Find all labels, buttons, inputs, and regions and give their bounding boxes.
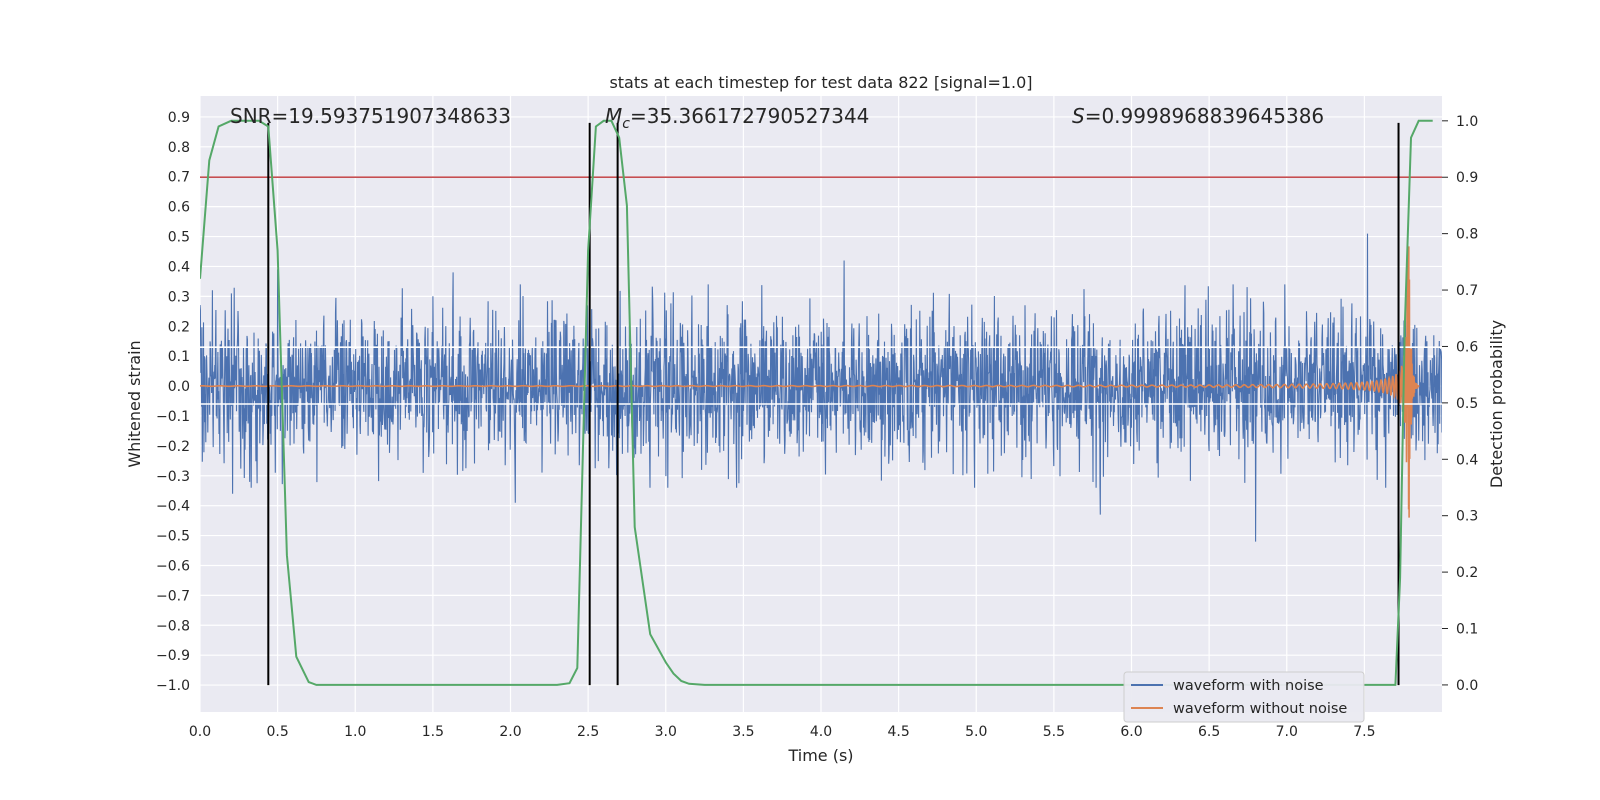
y2-tick-label: 0.8: [1456, 227, 1478, 243]
y-tick-label: −0.5: [156, 529, 190, 545]
x-tick-label: 0.0: [189, 724, 211, 740]
x-axis-label: Time (s): [787, 746, 853, 765]
chirp-mass-value: =35.366172790527344: [630, 104, 869, 128]
y-tick-label: −0.2: [156, 439, 190, 455]
x-tick-label: 4.5: [887, 724, 909, 740]
y-tick-label: −0.9: [156, 648, 190, 664]
y2-tick-label: 0.3: [1456, 509, 1478, 525]
x-tick-label: 1.5: [422, 724, 444, 740]
y-tick-label: 0.9: [168, 110, 190, 126]
x-tick-label: 6.0: [1120, 724, 1142, 740]
x-axis-ticks: 0.0 0.5 1.0 1.5 2.0 2.5 3.0 3.5 4.0 4.5 5.0 5.5 6.0 6…: [189, 724, 1376, 740]
y-tick-label: 0.7: [168, 170, 190, 186]
waveform-without-noise-line: [200, 245, 1420, 518]
y-tick-label: 0.2: [168, 319, 190, 335]
y-tick-label: 0.6: [168, 200, 190, 216]
chirp-mass-symbol: M: [605, 104, 622, 128]
x-tick-label: 2.0: [499, 724, 521, 740]
s-annotation: S=0.9998968839645386: [1072, 104, 1324, 128]
x-tick-label: 7.0: [1276, 724, 1298, 740]
waveform-with-noise-line: [200, 233, 1442, 542]
y2-tick-label: 0.2: [1456, 565, 1478, 581]
y2-tick-label: 0.5: [1456, 396, 1478, 412]
y2-tick-label: 0.9: [1456, 170, 1478, 186]
y2-tick-label: 0.0: [1456, 678, 1478, 694]
legend-label-noise: waveform with noise: [1173, 678, 1324, 694]
y-tick-label: −0.7: [156, 588, 190, 604]
x-tick-label: 7.5: [1353, 724, 1375, 740]
chirp-mass-subscript: c: [622, 116, 630, 132]
y-tick-label: −0.1: [156, 409, 190, 425]
y-axis-label: Whitened strain: [125, 340, 144, 467]
series-detection-probability: [200, 119, 1433, 686]
detection-probability-line: [200, 119, 1433, 686]
y-tick-label: 0.0: [168, 379, 190, 395]
legend: waveform with noise waveform without noi…: [1123, 671, 1365, 723]
y-tick-label: −1.0: [156, 678, 190, 694]
y2-axis-label: Detection probability: [1487, 320, 1506, 488]
series-waveform-without-noise: [200, 245, 1420, 518]
s-symbol: S: [1072, 104, 1085, 128]
y2-tick-label: 0.6: [1456, 339, 1478, 355]
y-tick-label: −0.3: [156, 469, 190, 485]
horizontal-reference-lines: [200, 176, 1442, 405]
y2-tick-label: 0.7: [1456, 283, 1478, 299]
x-tick-label: 6.5: [1198, 724, 1220, 740]
legend-label-clean: waveform without noise: [1173, 701, 1347, 717]
y2-tick-label: 0.1: [1456, 622, 1478, 638]
chart-title: stats at each timestep for test data 822…: [609, 73, 1032, 92]
x-tick-label: 2.5: [577, 724, 599, 740]
legend-box: [1123, 671, 1365, 723]
s-value: =0.9998968839645386: [1085, 104, 1324, 128]
x-tick-label: 3.0: [655, 724, 677, 740]
x-tick-label: 5.0: [965, 724, 987, 740]
y-tick-label: −0.6: [156, 558, 190, 574]
y-tick-label: −0.8: [156, 618, 190, 634]
y2-axis-ticks: 1.0 0.9 0.8 0.7 0.6 0.5 0.4 0.3 0.2 0.1 0.0: [1442, 114, 1478, 694]
chirp-mass-annotation: Mc=35.366172790527344: [605, 104, 869, 132]
series-waveform-with-noise: [200, 233, 1442, 542]
snr-annotation: SNR=19.593751907348633: [230, 104, 511, 128]
x-tick-label: 5.5: [1043, 724, 1065, 740]
y-tick-label: 0.4: [168, 259, 190, 275]
y-tick-label: 0.3: [168, 289, 190, 305]
y-axis-ticks: 0.9 0.8 0.7 0.6 0.5 0.4 0.3 0.2 0.1 0.0 −0.1 −0.2 −0…: [156, 110, 190, 694]
y-tick-label: 0.8: [168, 140, 190, 156]
y-tick-label: −0.4: [156, 499, 190, 515]
x-tick-label: 1.0: [344, 724, 366, 740]
x-tick-label: 0.5: [266, 724, 288, 740]
y2-tick-label: 0.4: [1456, 452, 1478, 468]
x-tick-label: 3.5: [732, 724, 754, 740]
y-tick-label: 0.5: [168, 230, 190, 246]
y2-tick-label: 1.0: [1456, 114, 1478, 130]
y-tick-label: 0.1: [168, 349, 190, 365]
x-tick-label: 4.0: [810, 724, 832, 740]
